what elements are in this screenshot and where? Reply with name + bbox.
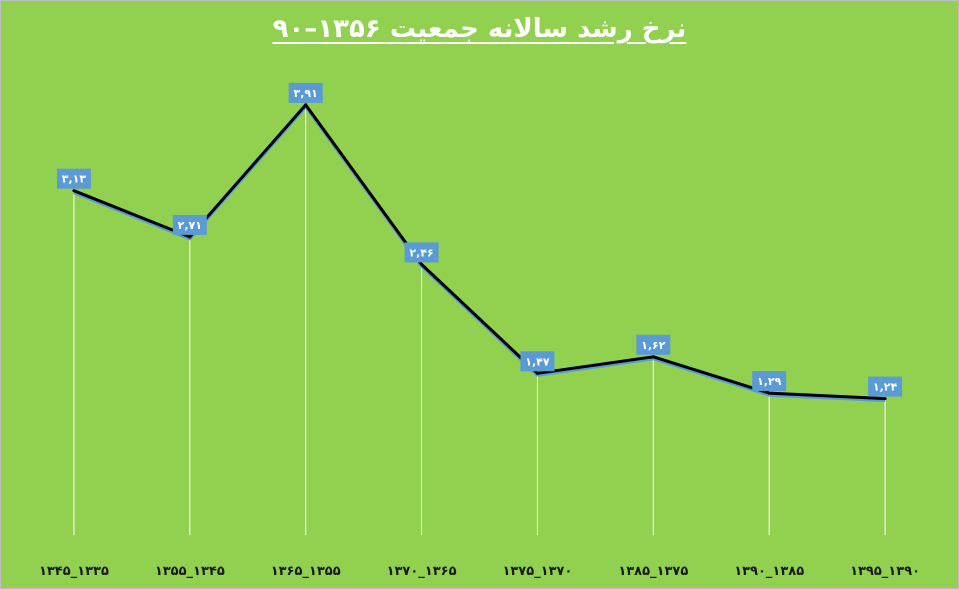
series-line [73,103,886,401]
x-tick-label: ۱۳۸۵_۱۳۷۵ [618,564,688,579]
data-point [72,189,76,193]
data-label-box [752,371,787,392]
data-label-box [868,376,903,397]
data-label: ۳,۱۳ [62,173,87,186]
data-label: ۱,۶۲ [641,339,666,352]
x-tick-label: ۱۳۹۰_۱۳۸۵ [734,564,804,579]
x-tick-label: ۱۳۴۵_۱۳۳۵ [39,564,109,579]
x-tick-label: ۱۳۷۵_۱۳۷۰ [502,564,572,579]
data-label-box [520,351,555,372]
x-tick-label: ۱۳۹۵_۱۳۹۰ [850,564,920,579]
data-label-box [636,334,671,355]
data-point [651,355,655,359]
data-label: ۱,۴۷ [525,355,550,368]
data-label-box [288,82,323,103]
x-tick-label: ۱۳۵۵_۱۳۴۵ [155,564,225,579]
data-point [535,371,539,375]
x-tick-label: ۱۳۶۵_۱۳۵۵ [271,564,341,579]
data-point [767,391,771,395]
data-point [420,262,424,266]
chart-title: نرخ رشد سالانه جمعیت ۱۳۵۶–۹۰ [272,14,687,44]
data-label: ۳,۹۱ [294,87,318,100]
x-tick-label: ۱۳۷۰_۱۳۶۵ [387,564,457,579]
series-line-shadow [73,105,886,403]
data-point [883,397,887,401]
data-label-box [56,168,91,189]
data-label: ۱,۲۴ [873,381,898,394]
data-label-box [172,214,207,235]
data-label-box [404,242,439,263]
data-label: ۲,۷۱ [178,219,202,232]
data-label: ۱,۲۹ [757,375,782,388]
data-label: ۲,۴۶ [409,246,433,259]
data-point [304,103,308,107]
data-point [188,235,192,239]
